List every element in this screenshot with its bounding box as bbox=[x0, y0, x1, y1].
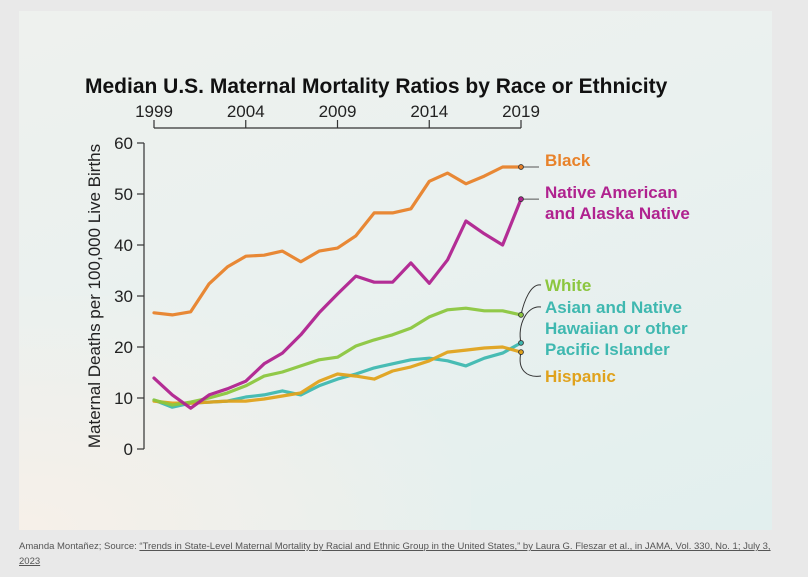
y-tick-label: 10 bbox=[114, 389, 133, 408]
series-line-white bbox=[152, 306, 523, 407]
y-tick-label: 40 bbox=[114, 236, 133, 255]
y-tick-label: 0 bbox=[124, 440, 133, 459]
end-point-marker bbox=[518, 312, 524, 318]
y-tick-label: 60 bbox=[114, 134, 133, 153]
caption-prefix: Amanda Montañez; Source: bbox=[19, 541, 140, 552]
y-tick-label: 20 bbox=[114, 338, 133, 357]
y-tick-label: 30 bbox=[114, 287, 133, 306]
series-label: Hispanic bbox=[545, 367, 616, 386]
y-tick-label: 50 bbox=[114, 185, 133, 204]
end-point-marker bbox=[518, 196, 524, 202]
x-tick-label: 2009 bbox=[319, 102, 357, 121]
source-caption: Amanda Montañez; Source: “Trends in Stat… bbox=[19, 539, 779, 569]
x-tick-label: 2014 bbox=[410, 102, 448, 121]
y-axis-label: Maternal Deaths per 100,000 Live Births bbox=[85, 144, 104, 448]
series-layer bbox=[152, 165, 523, 410]
series-line-hispanic bbox=[152, 345, 523, 405]
end-point-marker bbox=[518, 340, 524, 346]
end-point-marker bbox=[518, 349, 524, 355]
end-point-marker bbox=[518, 164, 524, 170]
series-label: Hawaiian or other bbox=[545, 319, 688, 338]
series-label: Asian and Native bbox=[545, 298, 682, 317]
series-line-black bbox=[152, 165, 523, 317]
chart-figure: Median U.S. Maternal Mortality Ratios by… bbox=[19, 11, 772, 530]
series-label: White bbox=[545, 276, 591, 295]
x-tick-label: 2019 bbox=[502, 102, 540, 121]
series-label: Pacific Islander bbox=[545, 340, 670, 359]
source-link[interactable]: “Trends in State-Level Maternal Mortalit… bbox=[19, 541, 771, 567]
x-tick-label: 2004 bbox=[227, 102, 265, 121]
leader-line bbox=[519, 306, 542, 344]
series-label: Black bbox=[545, 151, 591, 170]
leader-line bbox=[519, 351, 542, 377]
leader-line bbox=[520, 284, 542, 315]
series-label: and Alaska Native bbox=[545, 204, 690, 223]
line-chart: Median U.S. Maternal Mortality Ratios by… bbox=[85, 75, 690, 459]
axes: 0 10 20 30 40 50 60 Maternal Deaths per 100,000… bbox=[85, 102, 540, 459]
series-label: Native American bbox=[545, 183, 678, 202]
series-labels: Black Native American and Alaska Native Whi… bbox=[518, 151, 690, 386]
series-line-native-american-and-alaska-native bbox=[152, 197, 523, 410]
x-tick-label: 1999 bbox=[135, 102, 173, 121]
chart-title: Median U.S. Maternal Mortality Ratios by… bbox=[85, 75, 668, 98]
